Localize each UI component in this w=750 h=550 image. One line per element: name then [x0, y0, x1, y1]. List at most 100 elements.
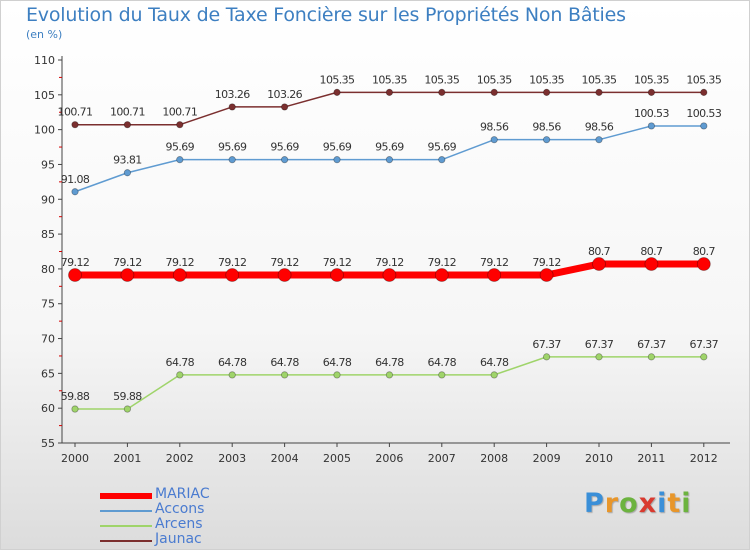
data-label-arcens: 67.37 [585, 338, 614, 351]
x-tick-label: 2000 [61, 452, 89, 465]
data-point-accons [438, 156, 446, 164]
data-point-arcens [700, 353, 708, 361]
data-point-accons [228, 156, 236, 164]
data-label-accons: 93.81 [113, 154, 142, 167]
data-point-arcens [542, 353, 551, 361]
data-label-accons: 100.53 [686, 107, 721, 120]
data-label-jaunac: 105.35 [582, 73, 617, 86]
data-label-mariac: 80.7 [693, 245, 716, 258]
data-point-arcens [385, 371, 393, 379]
data-point-arcens [333, 371, 341, 379]
y-tick-label: 90 [41, 193, 55, 206]
data-point-accons [176, 156, 184, 164]
logo-letter: P [584, 488, 605, 519]
y-tick-label: 100 [34, 124, 55, 137]
logo-letter: x [638, 488, 658, 519]
data-point-arcens [647, 353, 656, 361]
data-label-accons: 95.69 [428, 141, 457, 154]
x-tick-label: 2003 [218, 452, 246, 465]
legend-swatch-accons [100, 510, 152, 512]
chart-title: Evolution du Taux de Taxe Foncière sur l… [26, 4, 626, 26]
data-label-arcens: 67.37 [532, 338, 561, 351]
logo-letter: r [604, 488, 620, 519]
data-point-jaunac [700, 88, 708, 96]
x-tick-label: 2008 [480, 452, 508, 465]
unit-label: (en %) [26, 28, 63, 41]
y-tick-label: 85 [41, 228, 55, 241]
x-tick-label: 2011 [637, 452, 665, 465]
legend-label-mariac: MARIAC [155, 486, 210, 502]
data-point-arcens [123, 405, 132, 413]
data-point-jaunac [647, 88, 656, 96]
data-point-jaunac [542, 88, 551, 96]
legend-label-arcens: Arcens [155, 516, 203, 532]
data-label-jaunac: 103.26 [267, 88, 302, 101]
y-tick-label: 105 [34, 89, 55, 102]
data-label-mariac: 80.7 [588, 245, 611, 258]
data-point-accons [490, 136, 498, 144]
data-label-accons: 91.08 [61, 173, 90, 186]
y-tick-label: 110 [34, 54, 55, 67]
y-tick-label: 60 [41, 402, 55, 415]
data-point-mariac [487, 268, 502, 282]
logo-letter: i [657, 488, 668, 519]
data-point-accons [71, 188, 79, 196]
data-point-mariac [277, 268, 292, 282]
data-label-mariac: 79.12 [480, 256, 509, 269]
data-point-mariac [120, 268, 135, 282]
x-tick-label: 2009 [533, 452, 561, 465]
data-point-jaunac [280, 103, 289, 111]
y-tick-label: 65 [41, 367, 55, 380]
data-label-accons: 95.69 [375, 141, 404, 154]
data-label-mariac: 79.12 [218, 256, 247, 269]
data-label-mariac: 79.12 [428, 256, 457, 269]
data-label-mariac: 79.12 [61, 256, 90, 269]
data-point-accons [542, 136, 551, 144]
x-tick-label: 2010 [585, 452, 613, 465]
data-label-jaunac: 100.71 [110, 106, 145, 119]
data-label-mariac: 80.7 [640, 245, 663, 258]
data-label-jaunac: 100.71 [162, 106, 197, 119]
data-point-accons [123, 169, 132, 177]
x-tick-label: 2004 [271, 452, 299, 465]
y-tick-label: 95 [41, 158, 55, 171]
x-tick-label: 2005 [323, 452, 351, 465]
data-point-jaunac [385, 88, 393, 96]
data-point-jaunac [71, 121, 79, 129]
data-point-accons [700, 122, 708, 130]
legend-label-jaunac: Jaunac [155, 531, 202, 547]
data-point-jaunac [333, 88, 341, 96]
data-label-accons: 98.56 [532, 121, 561, 134]
data-label-jaunac: 100.71 [58, 106, 93, 119]
data-label-accons: 95.69 [166, 141, 195, 154]
data-label-arcens: 64.78 [480, 356, 509, 369]
x-tick-label: 2012 [690, 452, 718, 465]
data-point-arcens [595, 353, 603, 361]
data-label-accons: 98.56 [585, 121, 614, 134]
data-label-mariac: 79.12 [532, 256, 561, 269]
x-tick-label: 2001 [113, 452, 141, 465]
data-label-mariac: 79.12 [270, 256, 299, 269]
x-tick-label: 2006 [375, 452, 403, 465]
data-label-arcens: 67.37 [690, 338, 719, 351]
data-point-mariac [696, 257, 711, 271]
data-point-accons [647, 122, 656, 130]
legend-swatch-jaunac [100, 540, 152, 542]
logo-letter: t [667, 488, 682, 519]
data-point-arcens [490, 371, 498, 379]
data-label-jaunac: 105.35 [634, 73, 669, 86]
data-label-accons: 95.69 [270, 141, 299, 154]
data-point-mariac [434, 268, 449, 282]
x-tick-label: 2002 [166, 452, 194, 465]
data-label-jaunac: 105.35 [424, 73, 459, 86]
data-point-jaunac [228, 103, 236, 111]
data-label-mariac: 79.12 [113, 256, 142, 269]
data-point-accons [595, 136, 603, 144]
proxiti-logo: Proxiti [584, 488, 692, 519]
data-label-jaunac: 105.35 [686, 73, 721, 86]
data-point-jaunac [595, 88, 603, 96]
data-point-mariac [330, 268, 344, 282]
data-point-mariac [592, 257, 606, 271]
data-label-jaunac: 105.35 [320, 73, 355, 86]
